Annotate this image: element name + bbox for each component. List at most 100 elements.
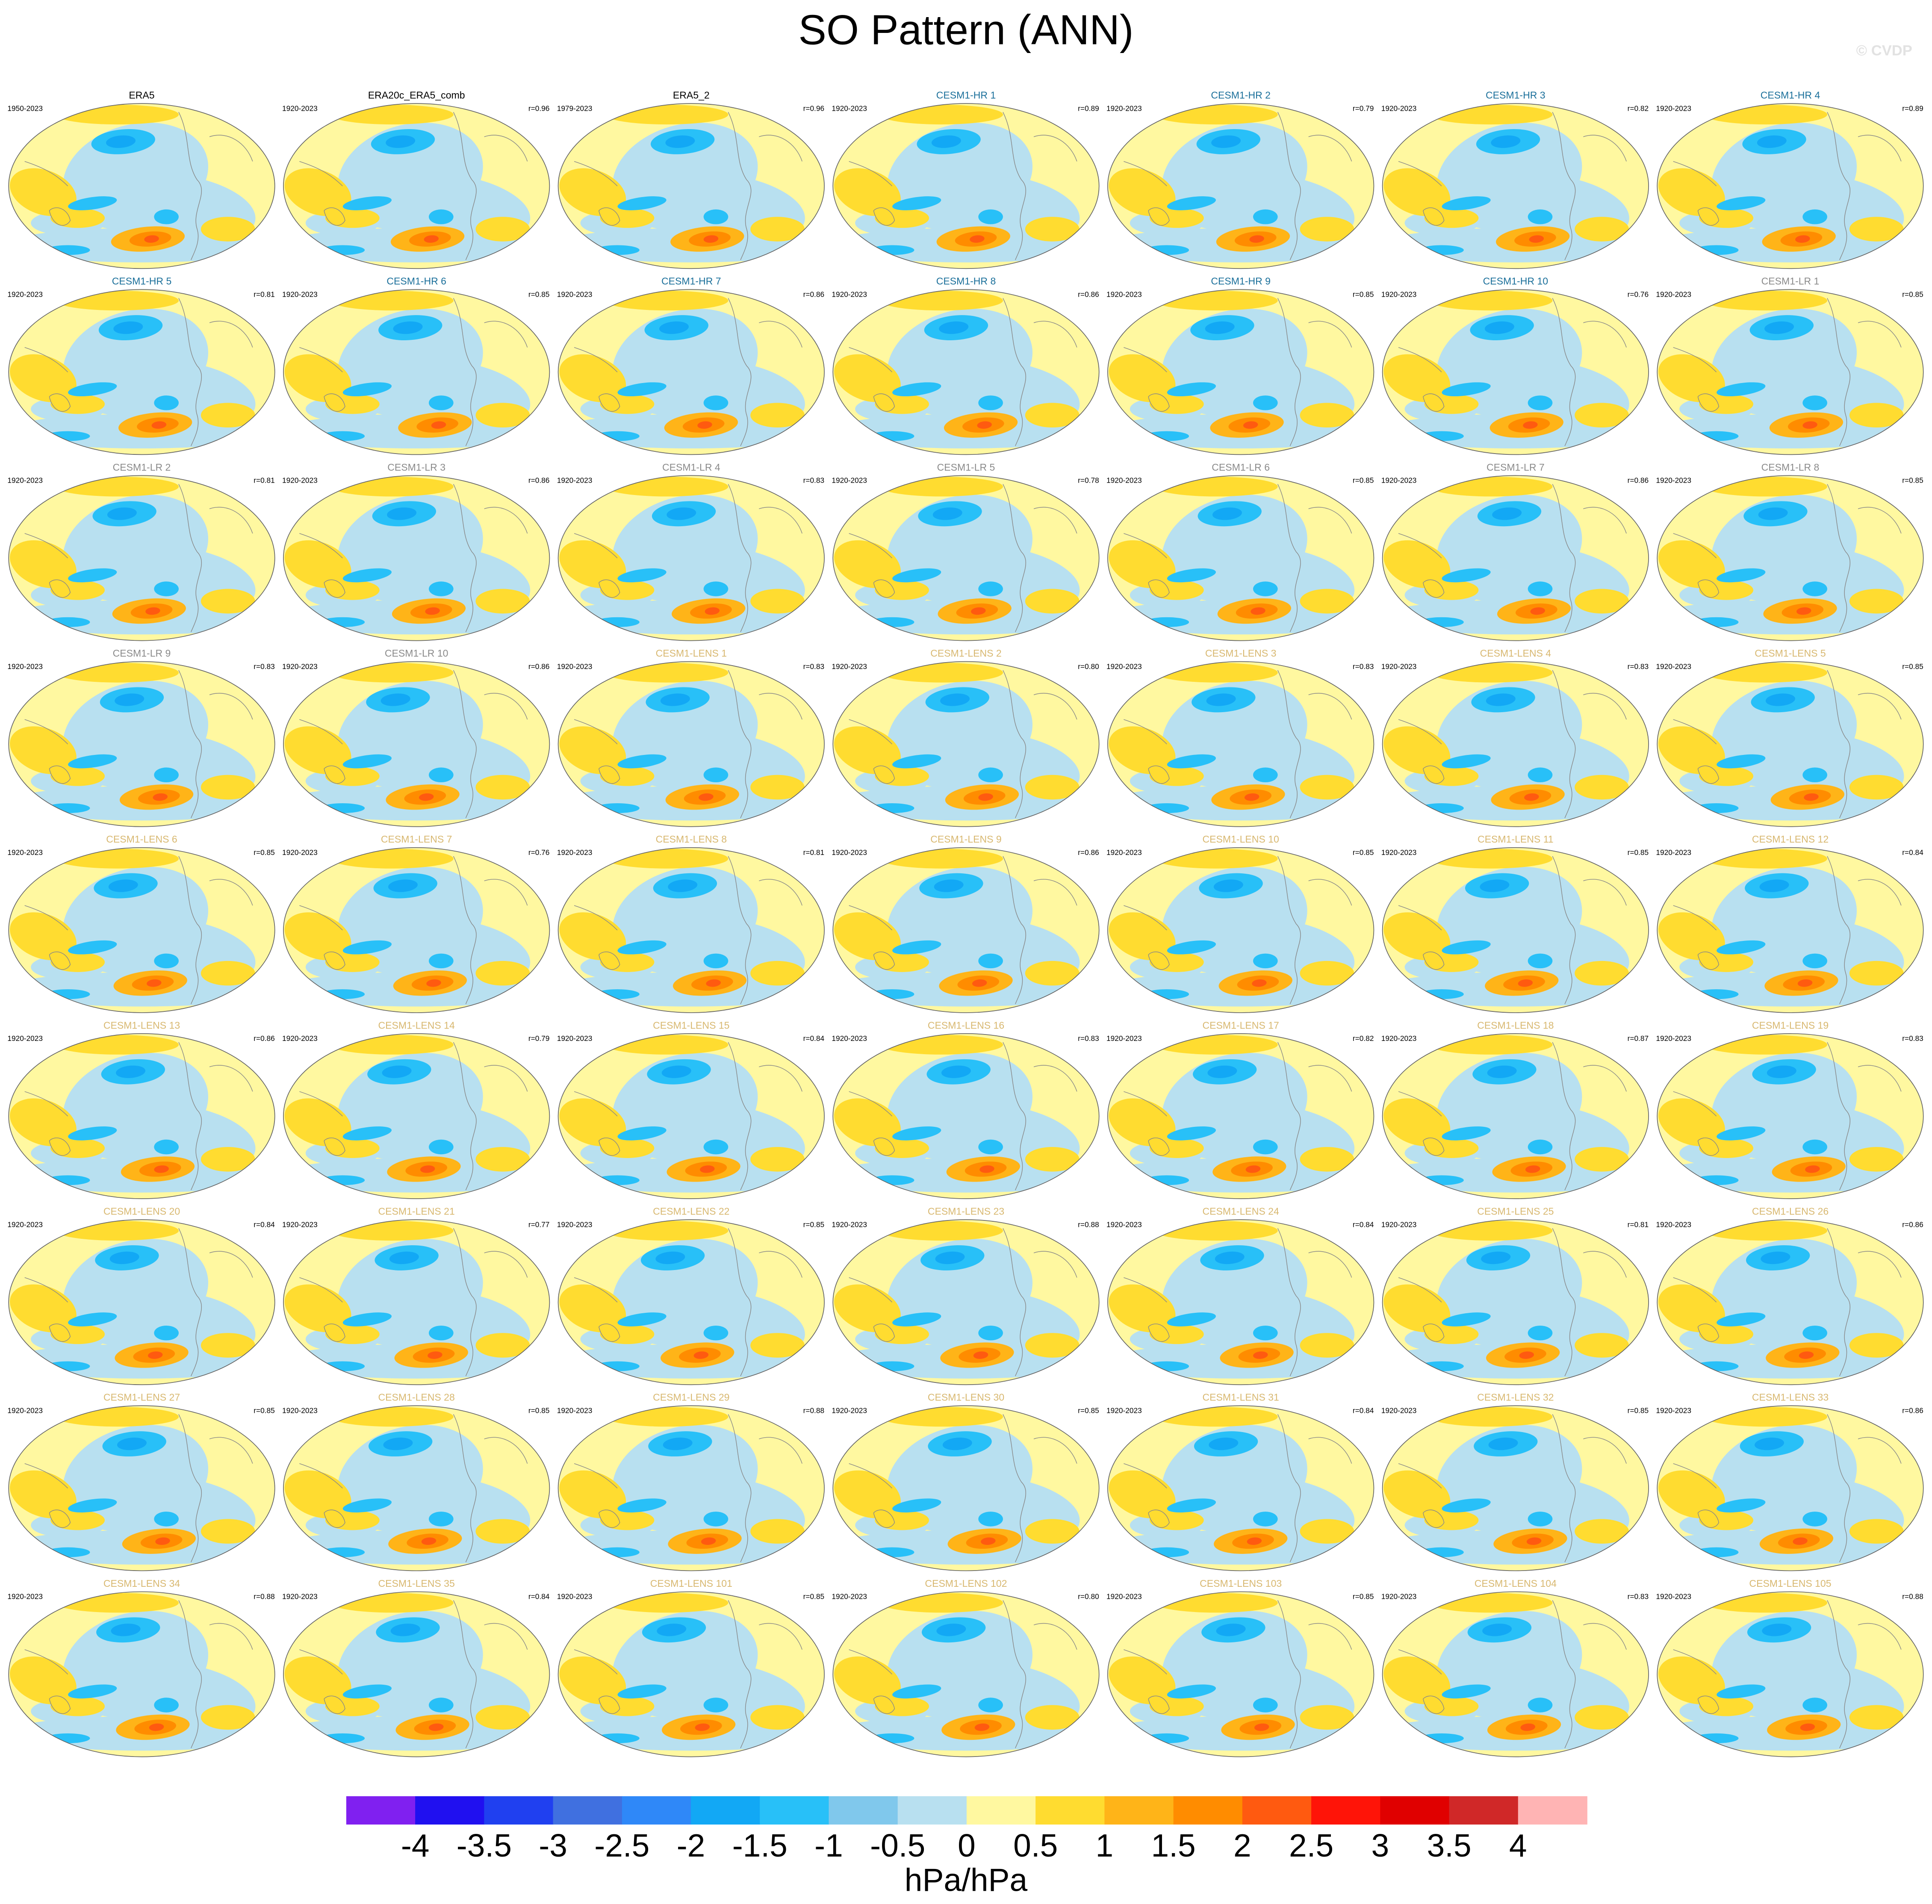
field-contour <box>879 1407 1003 1427</box>
coastline <box>1124 1600 1352 1748</box>
field-contour <box>1424 1324 1479 1344</box>
coastline <box>24 670 253 818</box>
field-contour <box>1109 1470 1176 1518</box>
globe-outline <box>1382 475 1649 641</box>
field-contour <box>1699 580 1754 600</box>
coastline <box>24 1042 253 1191</box>
field-contour <box>107 507 137 520</box>
field-contour <box>750 403 805 428</box>
field-contour <box>1424 394 1479 414</box>
map-fields <box>1382 663 1649 821</box>
field-contour <box>879 477 1003 497</box>
field-contour <box>1767 1065 1796 1078</box>
map-panel: ERA20c_ERA5_comb 1920-2023 r=0.96 <box>282 90 550 269</box>
field-contour <box>1383 1098 1451 1147</box>
map-fields <box>9 663 275 821</box>
field-contour <box>1254 1723 1269 1731</box>
map-panel: CESM1-LENS 14 1920-2023 r=0.79 <box>282 1020 550 1199</box>
field-contour <box>424 235 439 243</box>
field-contour <box>1253 1325 1278 1341</box>
panel-title: CESM1-HR 9 <box>1211 276 1271 287</box>
panel-correlation: r=0.88 <box>1902 1592 1923 1601</box>
field-contour <box>1167 1126 1216 1141</box>
coastline <box>849 1042 1077 1191</box>
field-contour <box>595 431 640 441</box>
field-contour <box>605 849 729 869</box>
panel-title: CESM1-LENS 104 <box>1475 1578 1557 1589</box>
field-contour <box>284 540 351 588</box>
globe-outline <box>1382 1405 1649 1571</box>
panel-period: 1920-2023 <box>1106 104 1142 112</box>
panel-title: CESM1-LENS 2 <box>930 648 1002 659</box>
panel-period: 1920-2023 <box>1106 290 1142 299</box>
map-panel: CESM1-LR 3 1920-2023 r=0.86 <box>282 462 550 641</box>
field-contour <box>389 1251 419 1264</box>
field-contour <box>1575 775 1629 800</box>
field-contour <box>978 767 1003 783</box>
field-contour <box>147 1351 163 1359</box>
field-contour <box>1699 766 1754 786</box>
panel-period: 1920-2023 <box>832 1220 867 1229</box>
field-contour <box>1802 953 1827 969</box>
map <box>832 847 1100 1013</box>
field-contour <box>1528 1139 1553 1155</box>
panel-title: CESM1-LENS 22 <box>653 1206 729 1217</box>
field-contour <box>475 217 530 242</box>
field-contour <box>1424 1696 1479 1716</box>
field-contour <box>1575 1333 1629 1358</box>
field-contour <box>1167 382 1216 397</box>
panel-title: CESM1-LENS 19 <box>1752 1020 1829 1031</box>
globe-outline <box>832 1405 1100 1571</box>
map <box>8 1405 275 1571</box>
field-contour <box>155 1537 170 1545</box>
field-contour <box>1154 663 1278 683</box>
field-contour <box>342 568 392 583</box>
field-contour <box>875 1696 929 1716</box>
map-fields <box>558 849 825 1007</box>
field-contour <box>1804 793 1819 801</box>
panel-period: 1920-2023 <box>1106 1592 1142 1601</box>
field-contour <box>1211 135 1241 148</box>
coastline <box>24 1600 253 1748</box>
map <box>8 661 275 827</box>
field-contour <box>1849 1705 1904 1730</box>
field-contour <box>45 803 90 813</box>
coastline <box>574 484 802 632</box>
coastline <box>299 1600 528 1748</box>
coastline <box>1673 856 1902 1005</box>
map <box>1657 1405 1924 1571</box>
map <box>557 1591 825 1757</box>
field-contour <box>1802 1512 1827 1527</box>
map-fields <box>9 849 275 1007</box>
field-contour <box>1717 754 1766 769</box>
field-contour <box>1419 1733 1464 1743</box>
panel-period: 1920-2023 <box>1106 476 1142 485</box>
map <box>283 1591 550 1757</box>
map <box>8 103 275 269</box>
field-contour <box>149 1723 164 1731</box>
field-contour <box>703 1325 729 1341</box>
field-contour <box>330 1220 454 1241</box>
panel-title: CESM1-LR 10 <box>385 648 448 659</box>
coastline <box>24 1228 253 1376</box>
field-contour <box>1167 940 1216 955</box>
field-contour <box>940 693 970 706</box>
field-contour <box>10 1284 77 1332</box>
map <box>1382 1405 1649 1571</box>
panel-period: 1920-2023 <box>7 290 43 299</box>
field-contour <box>1109 540 1176 588</box>
field-contour <box>1802 395 1827 410</box>
field-contour <box>1383 540 1451 588</box>
globe-outline <box>283 1033 550 1199</box>
field-contour <box>201 775 255 800</box>
panel-period: 1920-2023 <box>1381 662 1417 671</box>
field-contour <box>1249 235 1264 243</box>
field-contour <box>50 1324 105 1344</box>
field-contour <box>325 1510 380 1530</box>
field-contour <box>10 1656 77 1704</box>
field-contour <box>1717 1312 1766 1326</box>
field-contour <box>663 1437 693 1450</box>
map-fields <box>1107 1220 1374 1379</box>
globe-outline <box>557 103 825 269</box>
field-contour <box>154 767 179 783</box>
